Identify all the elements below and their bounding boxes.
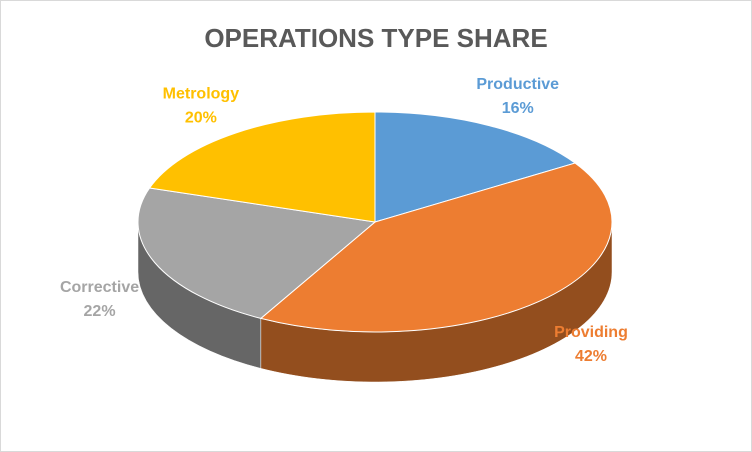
- data-label-name: Productive: [476, 76, 559, 93]
- pie-slice: [148, 111, 376, 223]
- data-label-value: 16%: [502, 100, 534, 117]
- data-label-value: 42%: [575, 348, 607, 365]
- data-label-value: 22%: [84, 303, 116, 320]
- data-label-value: 20%: [185, 110, 217, 127]
- pie-slice: [137, 187, 377, 319]
- data-label-name: Corrective: [60, 279, 139, 296]
- data-label-name: Providing: [554, 324, 628, 341]
- pie-slice: [374, 111, 577, 223]
- data-label-name: Metrology: [163, 86, 240, 103]
- pie-slice: [259, 162, 613, 333]
- chart-title: OPERATIONS TYPE SHARE: [204, 23, 547, 53]
